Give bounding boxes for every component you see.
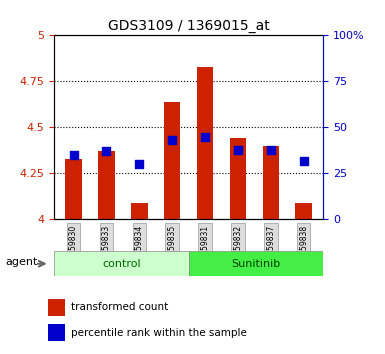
Text: transformed count: transformed count	[72, 302, 169, 312]
Bar	[164, 102, 181, 219]
Bar	[295, 203, 312, 219]
Bar	[48, 324, 65, 341]
Text: GSM159830: GSM159830	[69, 225, 78, 271]
Point	[202, 134, 208, 139]
Bar	[263, 146, 279, 219]
Text: GSM159837: GSM159837	[266, 225, 275, 271]
Bar	[189, 251, 323, 276]
Text: GSM159834: GSM159834	[135, 225, 144, 271]
Title: GDS3109 / 1369015_at: GDS3109 / 1369015_at	[108, 19, 270, 33]
Bar	[65, 159, 82, 219]
Text: GSM159838: GSM159838	[299, 225, 308, 271]
Point	[104, 149, 110, 154]
Text: agent: agent	[5, 257, 38, 268]
Point	[70, 152, 77, 158]
Bar	[197, 67, 213, 219]
Point	[169, 137, 175, 143]
Text: GSM159835: GSM159835	[168, 225, 177, 271]
Text: control: control	[102, 259, 141, 269]
Bar	[54, 251, 189, 276]
Text: GSM159831: GSM159831	[201, 225, 209, 271]
Bar	[230, 138, 246, 219]
Text: Sunitinib: Sunitinib	[231, 259, 281, 269]
Point	[136, 161, 142, 167]
Bar	[98, 152, 115, 219]
Text: GSM159832: GSM159832	[233, 225, 243, 271]
Text: percentile rank within the sample: percentile rank within the sample	[72, 328, 247, 338]
Point	[235, 147, 241, 152]
Bar	[48, 299, 65, 316]
Point	[301, 158, 307, 164]
Text: GSM159833: GSM159833	[102, 225, 111, 271]
Point	[268, 147, 274, 152]
Bar	[131, 203, 147, 219]
